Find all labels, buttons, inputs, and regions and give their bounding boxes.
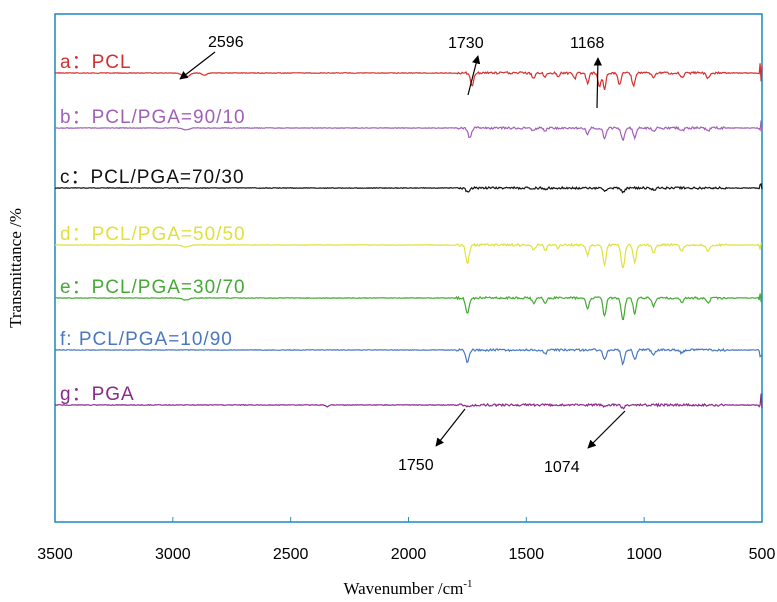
- series-label: a：PCL: [60, 52, 132, 73]
- series-line: [54, 242, 763, 269]
- plot-frame: [54, 13, 763, 523]
- x-tick-label: 500: [749, 546, 776, 563]
- series-line: [55, 120, 763, 142]
- series-line: [54, 290, 763, 321]
- annotation-arrow: [593, 57, 603, 109]
- annotation-label: 1168: [570, 35, 605, 52]
- series-line: [54, 393, 763, 410]
- x-tick-label: 1000: [626, 546, 662, 563]
- x-tick-label: 2000: [391, 546, 427, 563]
- annotation-group: 2596 1730 1168 1750 1074: [179, 34, 626, 476]
- series-line: [54, 347, 763, 366]
- x-axis-title: Wavenumber /cm-1: [343, 578, 472, 598]
- x-tick-label: 2500: [273, 546, 309, 563]
- series-group: a：PCL b：PCL/PGA=90/10 c：PCL/PGA=70/30 d：PCL…: [54, 52, 763, 410]
- x-axis-title-main: Wavenumber /cm: [343, 579, 463, 598]
- y-axis-title: Transmittance /%: [6, 208, 25, 328]
- annotation-arrow: [435, 408, 466, 447]
- annotation-arrow: [467, 55, 481, 96]
- series-label: d：PCL/PGA=50/50: [60, 224, 246, 245]
- series-label: c：PCL/PGA=70/30: [60, 167, 245, 188]
- series-line: [54, 63, 763, 91]
- annotation-arrow: [587, 410, 626, 449]
- x-tick-label: 1500: [509, 546, 545, 563]
- annotation-label: 2596: [208, 34, 244, 51]
- annotation-label: 1730: [448, 35, 484, 52]
- annotation-arrow: [179, 51, 216, 80]
- annotation-label: 1750: [398, 457, 434, 474]
- x-axis-title-superscript: -1: [463, 578, 472, 590]
- series-label: e：PCL/PGA=30/70: [60, 277, 246, 298]
- x-tick-label: 3000: [155, 546, 191, 563]
- series-line: [54, 182, 763, 194]
- x-axis-ticks: 3500 3000 2500 2000 1500 1000 500: [37, 517, 775, 563]
- annotation-label: 1074: [544, 459, 580, 476]
- series-label: b：PCL/PGA=90/10: [60, 107, 246, 128]
- x-tick-label: 3500: [37, 546, 73, 563]
- series-label: f: PCL/PGA=10/90: [60, 329, 233, 350]
- series-label: g：PGA: [60, 384, 135, 405]
